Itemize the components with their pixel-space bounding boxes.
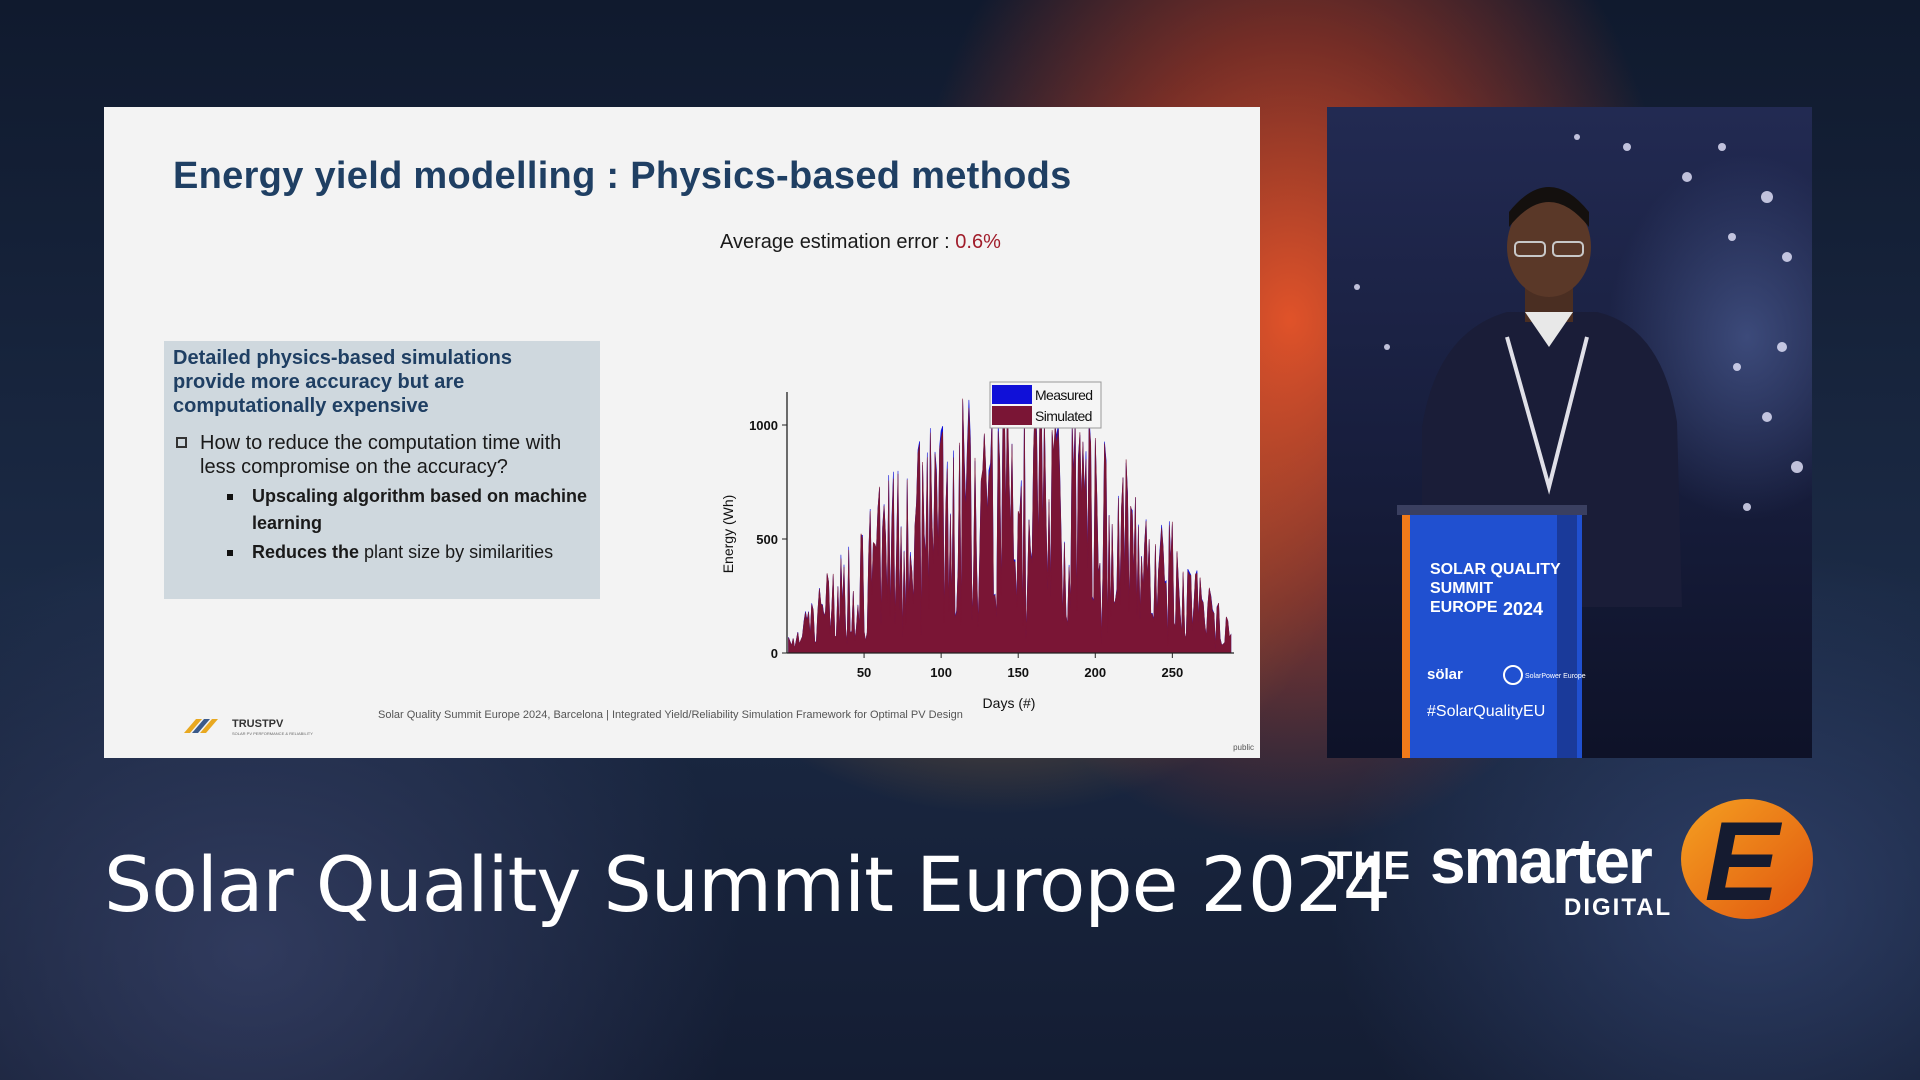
x-tick-label: 200 [1084, 665, 1106, 680]
square-bullet-icon [227, 550, 233, 556]
event-title-banner: Solar Quality Summit Europe 2024 [104, 840, 1391, 929]
sub-bullet-2-rest: plant size by similarities [359, 542, 554, 562]
x-tick-label: 50 [857, 665, 871, 680]
legend-swatch-measured [992, 385, 1032, 404]
podium-line-2: SUMMIT [1430, 580, 1493, 597]
slide-footer-text: Solar Quality Summit Europe 2024, Barcel… [378, 709, 963, 721]
stage-lights-icon [1354, 134, 1803, 511]
sub-bullet-2: Reduces the plant size by similarities [173, 539, 591, 566]
slide-title: Energy yield modelling : Physics-based m… [173, 155, 1072, 197]
podium-icon [1397, 505, 1587, 758]
podium-line-3: EUROPE [1430, 599, 1498, 616]
brand-smarter-text: smarter [1430, 825, 1653, 897]
y-tick-label: 1000 [749, 418, 778, 433]
series-simulated-area [788, 395, 1232, 654]
y-axis-label: Energy (Wh) [720, 495, 736, 574]
chart-title-prefix: Average estimation error : [720, 231, 956, 253]
podium-line-4: 2024 [1503, 599, 1543, 619]
chart-ticks-group: 50 100 150 200 250 0 500 1000 [749, 418, 1183, 680]
chart-title-error-value: 0.6% [955, 231, 1001, 253]
brand-e-letter: E [1705, 799, 1783, 922]
question-text: How to reduce the computation time with … [200, 432, 562, 478]
podium-hashtag: #SolarQualityEU [1427, 703, 1545, 720]
podium-sun-icon [1503, 665, 1523, 685]
trustpv-logo-subtext: SOLAR PV PERFORMANCE & RELIABILITY [232, 731, 313, 736]
chart-series-group [788, 395, 1232, 654]
y-tick-label: 0 [771, 646, 778, 661]
presentation-slide: Energy yield modelling : Physics-based m… [104, 107, 1260, 758]
sub-bullet-2-bold: Reduces the [252, 542, 360, 562]
trustpv-logo: TRUSTPV SOLAR PV PERFORMANCE & RELIABILI… [182, 713, 362, 744]
square-bullet-icon [227, 494, 233, 500]
legend-label-simulated: Simulated [1035, 408, 1092, 424]
classification-label: public [1233, 743, 1254, 752]
x-tick-label: 150 [1007, 665, 1029, 680]
brand-the-text: THE [1328, 844, 1411, 888]
the-smarter-e-logo: THE smarter DIGITAL E [1326, 790, 1826, 930]
trustpv-logo-icon [184, 719, 218, 733]
chart-title: Average estimation error : 0.6% [720, 231, 1001, 254]
legend-label-measured: Measured [1035, 387, 1092, 403]
sub-bullet-1: Upscaling algorithm based on machine lea… [173, 483, 591, 537]
x-tick-label: 100 [930, 665, 952, 680]
brand-e-icon: E [1681, 799, 1813, 922]
speaker-scene: SOLAR QUALITY SUMMIT EUROPE 2024 sölar S… [1354, 134, 1803, 758]
podium-line-1: SOLAR QUALITY [1430, 561, 1561, 578]
trustpv-logo-text: TRUSTPV [232, 718, 284, 730]
x-tick-label: 250 [1161, 665, 1183, 680]
legend-swatch-simulated [992, 406, 1032, 425]
brand-digital-text: DIGITAL [1564, 894, 1673, 921]
slide-textbox: Detailed physics-based simulations provi… [164, 341, 600, 599]
podium-logo-left: sölar [1427, 666, 1463, 683]
energy-chart: 50 100 150 200 250 0 500 1000 Days (#) Energy (… [720, 381, 1234, 711]
chart-legend: Measured Simulated [989, 381, 1102, 429]
checkbox-bullet-icon [176, 437, 187, 448]
sub-bullet-1-text: Upscaling algorithm based on machine lea… [252, 486, 588, 533]
y-tick-label: 500 [756, 532, 778, 547]
x-axis-label: Days (#) [983, 695, 1036, 711]
question-bullet: How to reduce the computation time with … [173, 431, 591, 479]
speaker-video-feed: SOLAR QUALITY SUMMIT EUROPE 2024 sölar S… [1327, 107, 1812, 758]
podium-logo-right: SolarPower Europe [1525, 673, 1586, 680]
textbox-heading: Detailed physics-based simulations provi… [173, 347, 512, 417]
